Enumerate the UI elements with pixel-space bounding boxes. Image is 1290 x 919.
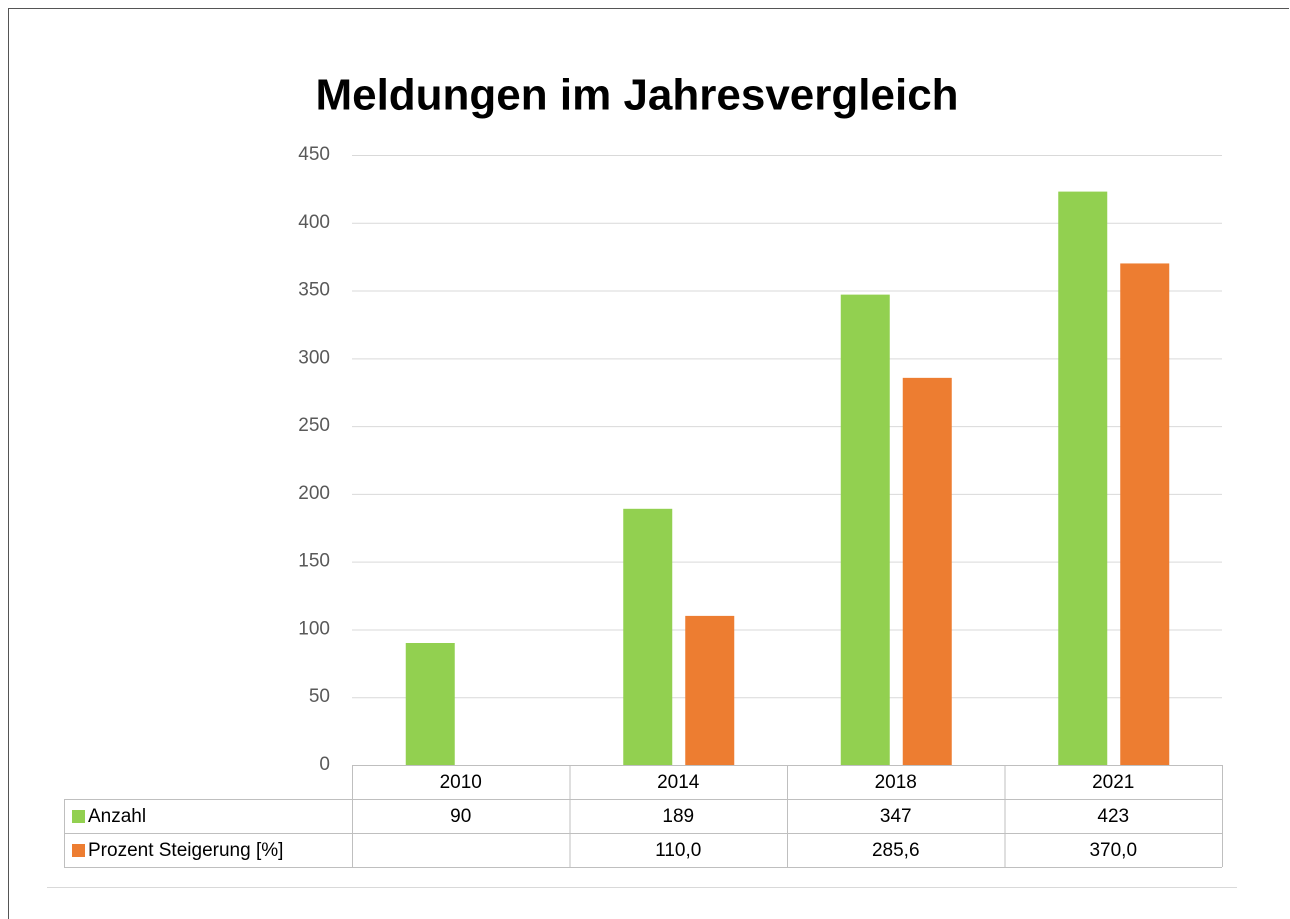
bar bbox=[405, 643, 455, 765]
y-tick-label: 50 bbox=[309, 686, 330, 707]
bar bbox=[1120, 263, 1170, 765]
y-tick-label: 150 bbox=[298, 551, 330, 572]
table-value: 370,0 bbox=[1089, 840, 1137, 861]
y-tick-label: 400 bbox=[298, 212, 330, 233]
bar bbox=[902, 377, 952, 765]
y-tick-label: 350 bbox=[298, 280, 330, 301]
bar bbox=[685, 615, 735, 765]
table-value: 90 bbox=[450, 806, 471, 827]
table-value: 423 bbox=[1097, 806, 1129, 827]
x-tick-label: 2021 bbox=[1092, 772, 1134, 793]
x-tick-label: 2010 bbox=[440, 772, 482, 793]
y-tick-label: 300 bbox=[298, 347, 330, 368]
bar bbox=[623, 508, 673, 765]
bar bbox=[1058, 191, 1108, 766]
bar bbox=[840, 294, 890, 765]
y-tick-label: 100 bbox=[298, 618, 330, 639]
legend-label: Anzahl bbox=[88, 806, 146, 827]
table-value: 347 bbox=[880, 806, 912, 827]
table-value: 189 bbox=[662, 806, 694, 827]
table-value: 285,6 bbox=[872, 840, 920, 861]
legend-label: Prozent Steigerung [%] bbox=[88, 840, 283, 861]
y-tick-label: 450 bbox=[298, 144, 330, 165]
legend-key bbox=[72, 810, 85, 823]
legend-key bbox=[72, 844, 85, 857]
chart-title: Meldungen im Jahresvergleich bbox=[315, 71, 958, 120]
frame bbox=[8, 8, 1289, 919]
y-tick-label: 250 bbox=[298, 415, 330, 436]
y-tick-label: 0 bbox=[319, 754, 330, 775]
x-tick-label: 2018 bbox=[875, 772, 917, 793]
table-value: 110,0 bbox=[655, 840, 701, 861]
y-tick-label: 200 bbox=[298, 483, 330, 504]
x-tick-label: 2014 bbox=[657, 772, 700, 793]
